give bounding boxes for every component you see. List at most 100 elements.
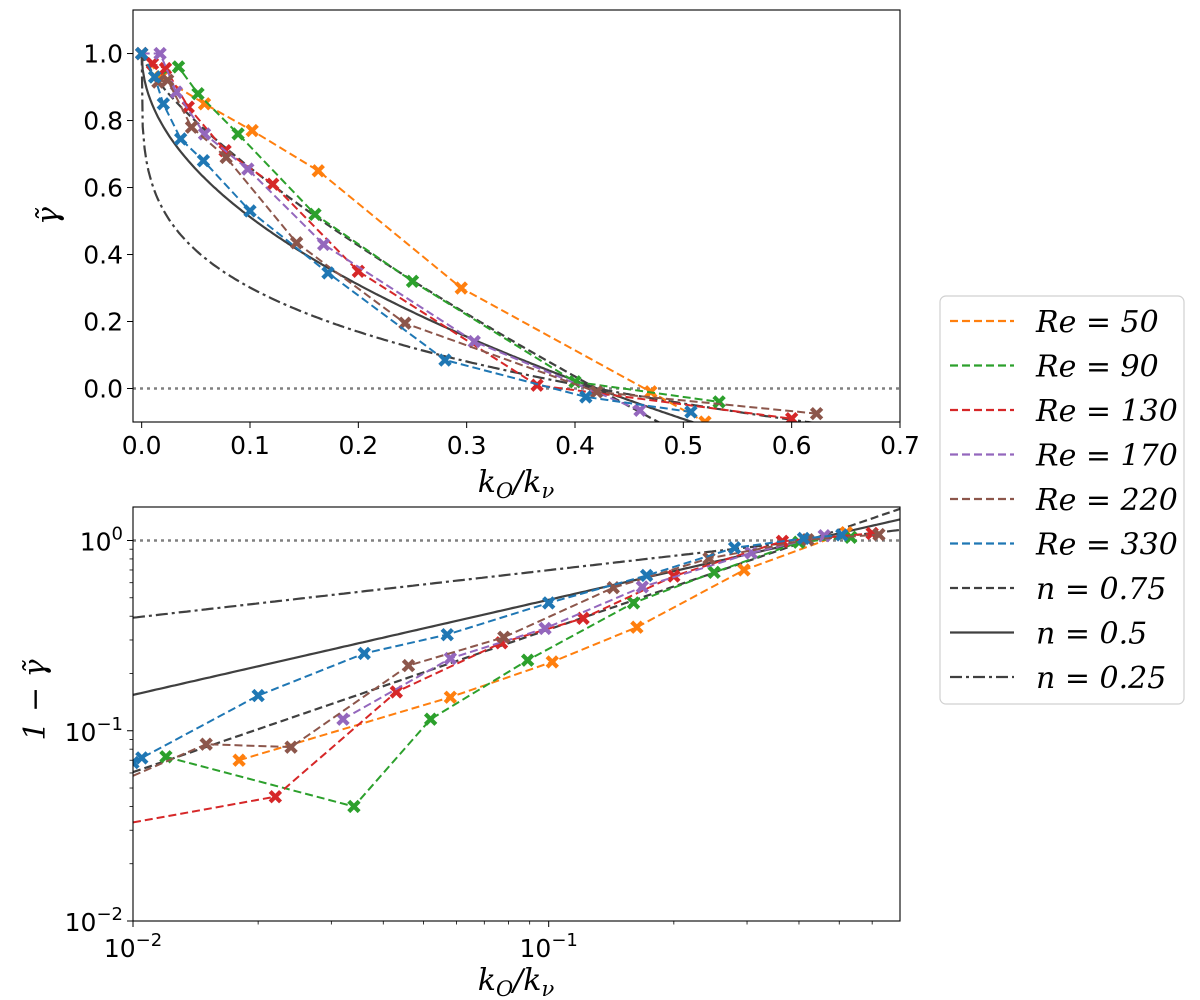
bottom-series-re-220: [133, 533, 880, 777]
bottom-marker-re-330: [639, 568, 654, 583]
top-marker-re-330: [684, 405, 698, 419]
top-marker-re-90: [405, 274, 420, 289]
top-marker-re-170: [153, 46, 167, 61]
top-series-re-90: [140, 53, 720, 403]
top-marker-re-220: [184, 120, 199, 134]
top-marker-re-90: [712, 395, 726, 409]
top-x-tick-label: 0.6: [772, 431, 812, 460]
top-marker-re-170: [467, 334, 481, 349]
bottom-series-re-330: [133, 533, 842, 764]
top-marker-re-330: [173, 132, 188, 146]
top-marker-re-130: [784, 411, 799, 422]
top-marker-re-330: [134, 46, 149, 61]
bottom-marker-re-170: [336, 712, 350, 726]
bottom-marker-re-50: [443, 690, 458, 704]
top-marker-re-330: [156, 97, 171, 111]
bottom-marker-re-90: [707, 565, 721, 580]
top-marker-re-50: [197, 97, 212, 111]
top-series-re-220: [140, 53, 817, 415]
top-y-tick-label: 0.6: [83, 174, 123, 203]
bottom-marker-re-50: [737, 563, 751, 577]
bottom-marker-re-130: [576, 611, 590, 625]
bottom-marker-re-330: [796, 531, 811, 546]
top-marker-re-330: [438, 353, 452, 367]
top-y-tick-label: 0.0: [83, 375, 123, 404]
top-marker-re-50: [311, 164, 325, 178]
legend-label-n-0-5: n = 0.5: [1036, 617, 1147, 652]
top-marker-re-330: [196, 154, 211, 168]
top-marker-re-220: [219, 150, 233, 165]
top-marker-re-50: [698, 415, 712, 422]
top-marker-re-90: [171, 60, 186, 74]
top-axes-frame: [132, 9, 901, 423]
legend-label-re-50: Re = 50: [1035, 305, 1159, 340]
bottom-marker-re-220: [872, 527, 886, 542]
top-marker-re-220: [160, 73, 175, 88]
bottom-axes-frame: [132, 506, 901, 922]
top-x-tick-label: 0.0: [122, 431, 162, 460]
bottom-marker-re-220: [401, 658, 416, 673]
legend-label-re-220: Re = 220: [1035, 483, 1178, 518]
legend-label-re-130: Re = 130: [1035, 394, 1178, 429]
top-y-tick-label: 0.2: [83, 308, 123, 337]
top-series-re-50: [140, 52, 706, 422]
top-series-re-330: [140, 53, 692, 413]
bottom-series-re-130: [133, 532, 873, 824]
bottom-x-tick-label: 10−2: [104, 930, 162, 963]
legend-frame: [939, 295, 1185, 705]
top-marker-re-170: [241, 162, 255, 176]
top-marker-re-220: [589, 385, 604, 399]
bottom-marker-re-330: [835, 528, 849, 542]
bottom-marker-re-330: [727, 541, 742, 555]
top-marker-re-220: [809, 406, 824, 421]
legend-label-re-170: Re = 170: [1035, 439, 1178, 474]
top-x-tick-label: 0.4: [555, 431, 595, 460]
top-marker-re-330: [243, 204, 257, 218]
top-x-tick-label: 0.7: [880, 431, 920, 460]
bottom-marker-re-50: [232, 753, 246, 767]
top-marker-re-50: [454, 281, 468, 295]
bottom-marker-re-220: [284, 740, 298, 754]
bottom-marker-re-50: [630, 620, 644, 634]
bottom-marker-re-220: [199, 737, 213, 751]
top-y-axis-label: γ̃: [31, 207, 66, 225]
top-series-re-130: [141, 52, 792, 420]
top-marker-re-50: [245, 123, 259, 138]
bottom-y-tick-label: 10−2: [65, 904, 123, 937]
top-marker-re-130: [351, 264, 366, 278]
bottom-marker-re-170: [538, 621, 552, 636]
bottom-marker-re-330: [542, 596, 556, 610]
bottom-model-n-0-75: [133, 507, 900, 774]
legend-label-re-330: Re = 330: [1035, 528, 1178, 563]
top-marker-re-90: [191, 87, 205, 101]
top-marker-re-170: [633, 403, 647, 417]
bottom-marker-re-220: [497, 630, 511, 644]
bottom-marker-re-130: [389, 685, 404, 699]
legend-label-n-0-25: n = 0.25: [1036, 661, 1166, 696]
top-x-tick-label: 0.2: [338, 431, 378, 460]
bottom-marker-re-170: [635, 580, 650, 594]
bottom-series-re-170: [342, 534, 825, 721]
top-marker-re-330: [147, 70, 162, 84]
top-x-tick-label: 0.1: [230, 431, 270, 460]
legend-label-re-90: Re = 90: [1035, 350, 1159, 385]
bottom-marker-re-90: [347, 799, 361, 814]
bottom-y-tick-label: 100: [80, 524, 123, 557]
top-marker-re-170: [316, 237, 331, 252]
bottom-panel: 10−2 10−1 10−2 10−1 100 kO/kν 1 − γ̃: [18, 506, 901, 1000]
top-marker-re-130: [266, 177, 280, 191]
top-model-n-0-25: [140, 53, 816, 422]
bottom-y-axis-label: 1 − γ̃: [18, 659, 53, 740]
bottom-x-axis-label: kO/kν: [478, 963, 555, 1000]
bottom-marker-re-330: [357, 646, 371, 661]
top-marker-re-330: [579, 390, 593, 404]
bottom-marker-re-50: [545, 655, 559, 669]
top-marker-re-170: [197, 127, 212, 141]
top-x-axis-label: kO/kν: [478, 465, 555, 503]
bottom-marker-re-130: [268, 790, 283, 804]
bottom-marker-re-90: [626, 596, 641, 610]
legend-label-n-0-75: n = 0.75: [1036, 572, 1166, 607]
bottom-marker-re-90: [520, 653, 535, 667]
top-marker-re-220: [289, 236, 304, 250]
legend: Re = 50 Re = 90 Re = 130 Re = 170 Re = 220 Re…: [939, 295, 1185, 705]
